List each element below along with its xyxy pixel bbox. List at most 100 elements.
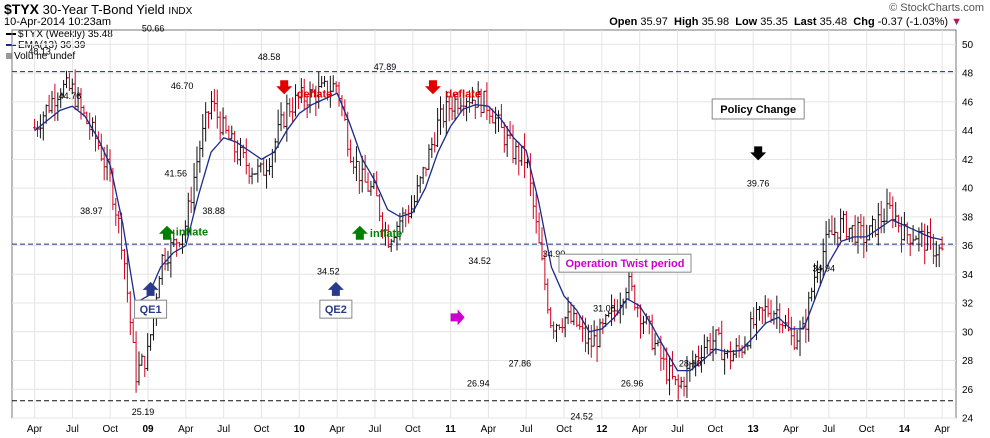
price-bar bbox=[253, 173, 257, 176]
price-bar bbox=[783, 314, 788, 329]
price-bar bbox=[499, 103, 503, 128]
price-bar bbox=[633, 284, 637, 311]
open-value: 35.97 bbox=[640, 16, 668, 28]
y-tick-label: 46 bbox=[962, 97, 974, 108]
price-bar bbox=[717, 327, 721, 336]
right-arrow-icon bbox=[450, 309, 465, 326]
price-bar bbox=[850, 225, 854, 243]
x-tick-label: Jul bbox=[217, 424, 230, 435]
price-bar bbox=[357, 160, 361, 194]
price-bar bbox=[827, 218, 831, 239]
price-bar bbox=[140, 353, 144, 366]
annotation-deflate: deflate bbox=[446, 89, 481, 101]
price-bar bbox=[441, 104, 446, 128]
data-label: 38.97 bbox=[80, 206, 103, 216]
data-label: 44.76 bbox=[59, 91, 82, 101]
price-bar bbox=[282, 111, 286, 129]
price-bar bbox=[841, 210, 846, 234]
line-swatch-icon bbox=[6, 33, 16, 36]
price-bar bbox=[557, 324, 561, 331]
price-bar bbox=[137, 351, 141, 386]
price-bar bbox=[650, 314, 654, 351]
price-bar bbox=[41, 111, 45, 141]
y-tick-label: 32 bbox=[962, 299, 974, 310]
price-bar bbox=[433, 132, 437, 153]
price-bar bbox=[418, 176, 422, 193]
price-bar bbox=[549, 307, 553, 329]
low-label: Low bbox=[735, 16, 758, 28]
data-label: 24.52 bbox=[570, 411, 593, 421]
data-label: 41.56 bbox=[165, 169, 188, 179]
y-tick-label: 30 bbox=[962, 327, 974, 338]
price-bar bbox=[775, 295, 779, 329]
price-bar bbox=[757, 305, 762, 321]
price-bar bbox=[366, 172, 370, 193]
price-bar bbox=[465, 97, 469, 122]
data-label: 26.94 bbox=[467, 378, 490, 388]
price-bar bbox=[496, 110, 501, 132]
x-tick-label: 12 bbox=[596, 424, 608, 435]
up-arrow-icon bbox=[351, 225, 368, 240]
annotation-deflate: deflate bbox=[297, 89, 332, 101]
price-bar bbox=[520, 145, 524, 166]
qe1-box bbox=[134, 299, 168, 319]
price-bar bbox=[322, 75, 327, 87]
price-bar bbox=[514, 141, 518, 165]
price-bar bbox=[670, 351, 675, 380]
price-bar bbox=[682, 376, 686, 397]
price-bar bbox=[227, 125, 231, 140]
data-labels: 48.13 44.76 38.97 25.19 50.66 46.70 41.56 38.88… bbox=[28, 23, 835, 421]
x-tick-label: 10 bbox=[294, 424, 306, 435]
price-bar bbox=[262, 157, 266, 176]
x-tick-label: 11 bbox=[445, 424, 456, 435]
price-bar bbox=[67, 72, 71, 92]
price-bar bbox=[247, 162, 251, 184]
x-tick-label: Oct bbox=[254, 424, 270, 435]
price-bar bbox=[288, 98, 292, 117]
chart-title: $TYX 30-Year T-Bond Yield INDX bbox=[4, 1, 192, 17]
price-bar bbox=[233, 130, 237, 163]
price-bar bbox=[824, 220, 828, 266]
plot-frame bbox=[11, 29, 957, 419]
y-tick-label: 28 bbox=[962, 356, 974, 367]
annotation-inflate: inflate bbox=[370, 228, 402, 240]
last-value: 35.48 bbox=[819, 16, 848, 28]
y-tick-label: 26 bbox=[962, 385, 974, 396]
chg-value: -0.37 (-1.03%) bbox=[877, 16, 949, 28]
data-label: 25.19 bbox=[132, 407, 155, 417]
price-bar bbox=[627, 267, 631, 301]
y-tick-label: 50 bbox=[962, 40, 974, 51]
down-triangle-icon: ▼ bbox=[951, 16, 962, 28]
grid bbox=[12, 30, 956, 419]
price-bar bbox=[430, 137, 434, 158]
price-bar bbox=[204, 102, 208, 142]
price-bar bbox=[117, 210, 121, 234]
price-bar bbox=[264, 159, 269, 189]
price-bar bbox=[215, 89, 219, 129]
down-arrow-icon bbox=[276, 80, 293, 95]
annotation-policy-change: Policy Change bbox=[720, 104, 796, 116]
legend-label-price: $TYX (Weekly) 35.48 bbox=[18, 29, 113, 40]
data-label: 47.89 bbox=[374, 62, 397, 72]
price-bar bbox=[206, 111, 211, 129]
high-value: 35.98 bbox=[701, 16, 730, 28]
price-bar bbox=[679, 376, 683, 389]
price-bar bbox=[143, 355, 147, 378]
annotation-qe2: QE2 bbox=[325, 304, 347, 316]
price-bar bbox=[920, 222, 924, 247]
price-bar bbox=[899, 216, 904, 253]
policy-box bbox=[711, 98, 805, 120]
price-bar bbox=[908, 233, 912, 257]
price-bar bbox=[256, 158, 260, 183]
price-bar bbox=[354, 146, 359, 182]
price-bar bbox=[177, 241, 182, 248]
x-tick-label: Oct bbox=[708, 424, 724, 435]
price-bar bbox=[175, 238, 179, 257]
x-tick-label: Apr bbox=[783, 424, 799, 435]
price-bar bbox=[847, 227, 851, 243]
symbol: $TYX bbox=[4, 1, 40, 17]
price-bar bbox=[911, 225, 915, 246]
price-bar bbox=[760, 306, 764, 325]
price-bar bbox=[163, 247, 167, 271]
price-bar bbox=[595, 325, 599, 362]
